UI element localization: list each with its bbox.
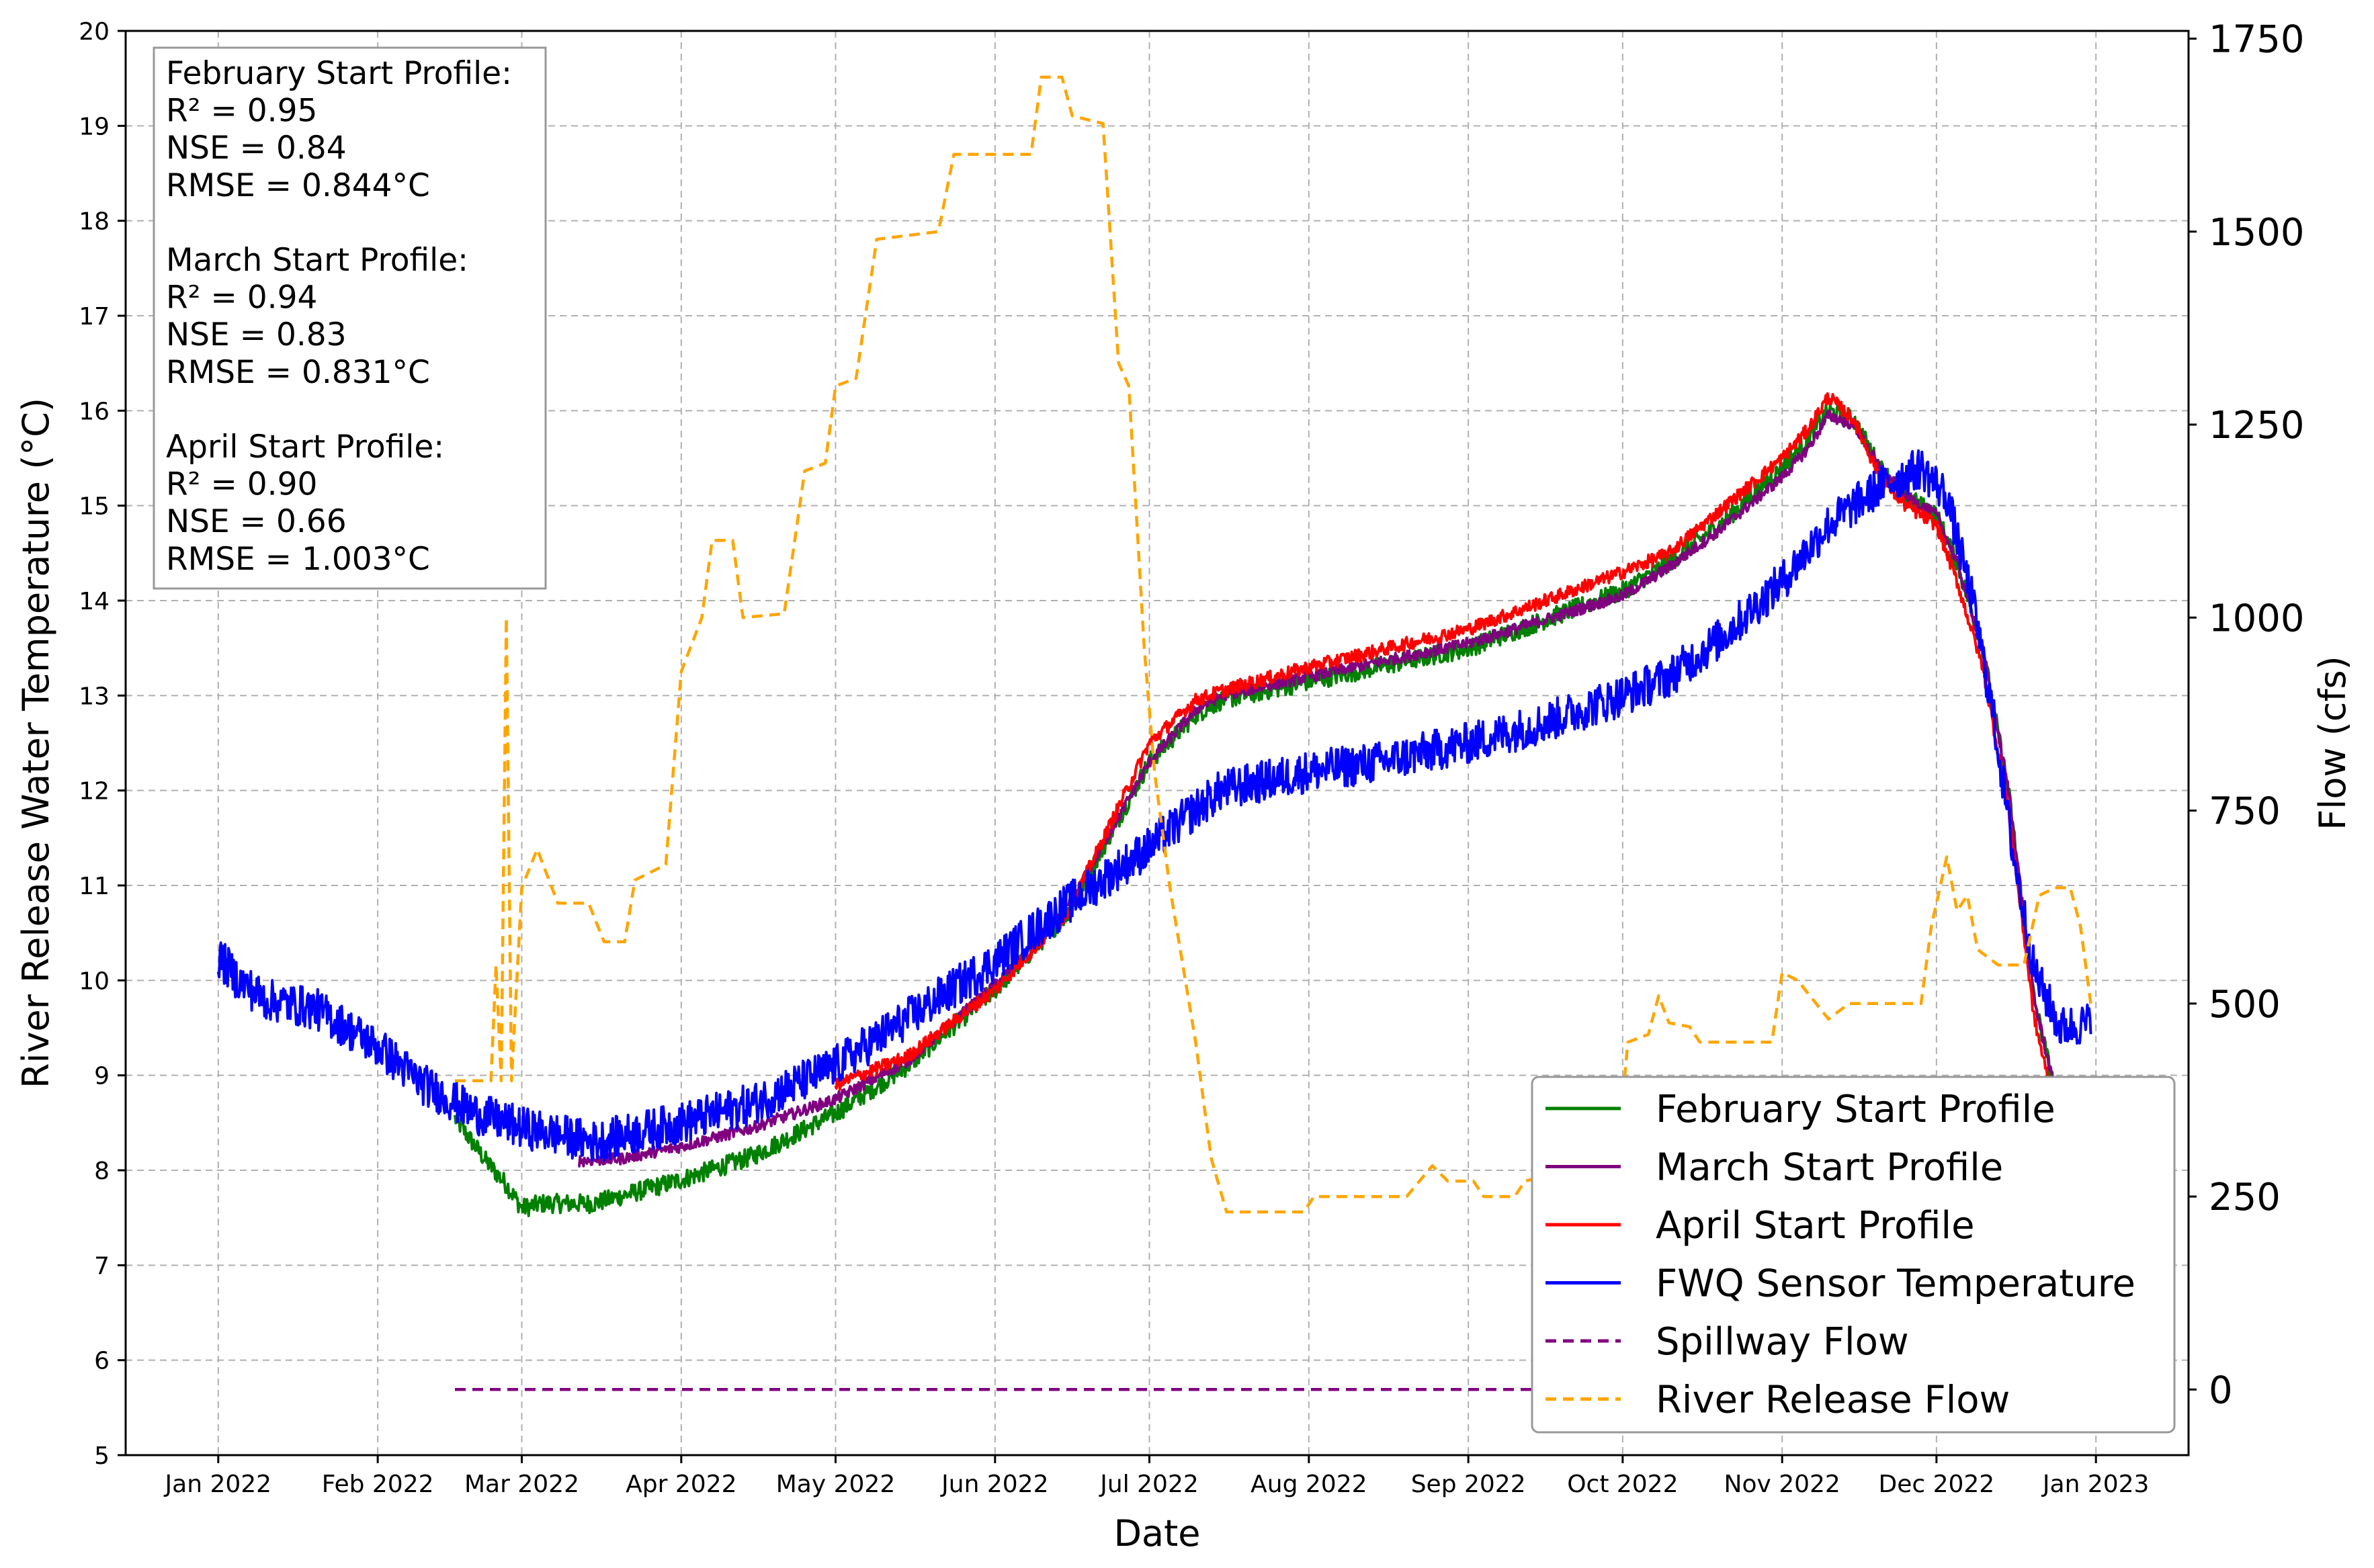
x-tick-label: Mar 2022 <box>464 1471 579 1498</box>
x-tick-label: Aug 2022 <box>1250 1471 1367 1498</box>
y-axis-label-right: Flow (cfs) <box>2312 656 2354 830</box>
x-tick-label: Nov 2022 <box>1724 1471 1840 1498</box>
y-tick-label: 5 <box>94 1442 110 1470</box>
stats-box-frame <box>153 46 547 590</box>
legend: February Start Profile March Start Profil… <box>1531 1076 2176 1434</box>
y-tick-label: 10 <box>79 967 110 995</box>
legend-label: February Start Profile <box>1656 1088 2055 1131</box>
stats-line: April Start Profile: <box>166 429 444 466</box>
y-tick-label: 6 <box>94 1348 110 1375</box>
stats-line: RMSE = 0.831°C <box>166 354 430 391</box>
y-tick-label: 15 <box>79 493 110 521</box>
stats-line: RMSE = 0.844°C <box>166 167 430 204</box>
x-tick-label: Sep 2022 <box>1411 1471 1526 1498</box>
series-line-5 <box>455 75 2092 1214</box>
x-tick-label: May 2022 <box>776 1471 896 1498</box>
y-right-tick-label: 1000 <box>2209 597 2305 640</box>
stats-line: March Start Profile: <box>166 242 468 279</box>
y-tick-label: 9 <box>94 1063 110 1090</box>
y-right-tick-label: 250 <box>2209 1176 2281 1219</box>
x-axis: Jan 2022 Feb 2022 Mar 2022 Apr 2022 May 2022… <box>164 1455 2150 1498</box>
legend-label: Spillway Flow <box>1656 1320 1909 1364</box>
plot-area-frame <box>124 30 2190 1456</box>
x-tick-label: Feb 2022 <box>322 1471 434 1498</box>
y-tick-label: 17 <box>79 303 110 331</box>
x-tick-label: Jul 2022 <box>1099 1471 1199 1498</box>
y-tick-label: 18 <box>79 208 110 236</box>
y-tick-label: 14 <box>79 588 110 615</box>
stats-line: NSE = 0.84 <box>166 130 347 167</box>
series-line-1 <box>578 409 2062 1168</box>
y-axis-label-left: River Release Water Temperature (°C) <box>15 398 57 1088</box>
x-tick-label: Jan 2022 <box>164 1471 272 1498</box>
y-right-tick-label: 0 <box>2209 1368 2233 1412</box>
y-tick-label: 16 <box>79 398 110 425</box>
y-right-tick-label: 500 <box>2209 983 2281 1027</box>
legend-label: April Start Profile <box>1656 1204 1975 1248</box>
x-tick-label: Apr 2022 <box>626 1471 736 1498</box>
x-tick-label: Jun 2022 <box>940 1471 1048 1498</box>
x-tick-label: Dec 2022 <box>1878 1471 1994 1498</box>
legend-label: FWQ Sensor Temperature <box>1656 1262 2135 1306</box>
stats-line: R² = 0.95 <box>166 93 317 130</box>
x-axis-label: Date <box>1113 1512 1200 1555</box>
y-tick-label: 11 <box>79 873 110 900</box>
series-line-3 <box>216 449 2092 1162</box>
x-tick-label: Jan 2023 <box>2041 1471 2150 1498</box>
stats-line: RMSE = 1.003°C <box>166 541 430 578</box>
y-right-tick-label: 1250 <box>2209 404 2305 447</box>
y-right-tick-label: 750 <box>2209 790 2281 834</box>
stats-line: February Start Profile: <box>166 55 512 92</box>
stats-line: R² = 0.90 <box>166 466 317 503</box>
y-tick-label: 13 <box>79 683 110 710</box>
y-tick-label: 19 <box>79 113 110 140</box>
y-tick-label: 7 <box>94 1252 110 1280</box>
y-axis-left: 5 6 7 8 9 10 11 12 13 14 15 16 17 18 19 20 <box>79 18 126 1470</box>
legend-label: March Start Profile <box>1656 1146 2003 1190</box>
stats-line: R² = 0.94 <box>166 279 317 316</box>
legend-label: River Release Flow <box>1656 1379 2010 1422</box>
stats-line: NSE = 0.66 <box>166 503 347 540</box>
x-tick-label: Oct 2022 <box>1567 1471 1678 1498</box>
y-right-tick-label: 1750 <box>2209 17 2305 61</box>
y-tick-label: 12 <box>79 778 110 805</box>
y-right-tick-label: 1500 <box>2209 211 2305 255</box>
stats-line: NSE = 0.83 <box>166 316 347 353</box>
y-tick-label: 20 <box>79 18 110 46</box>
legend-frame <box>1531 1076 2176 1434</box>
y-axis-right: 0 250 500 750 1000 1250 1500 1750 <box>2189 17 2305 1412</box>
y-tick-label: 8 <box>94 1158 110 1185</box>
